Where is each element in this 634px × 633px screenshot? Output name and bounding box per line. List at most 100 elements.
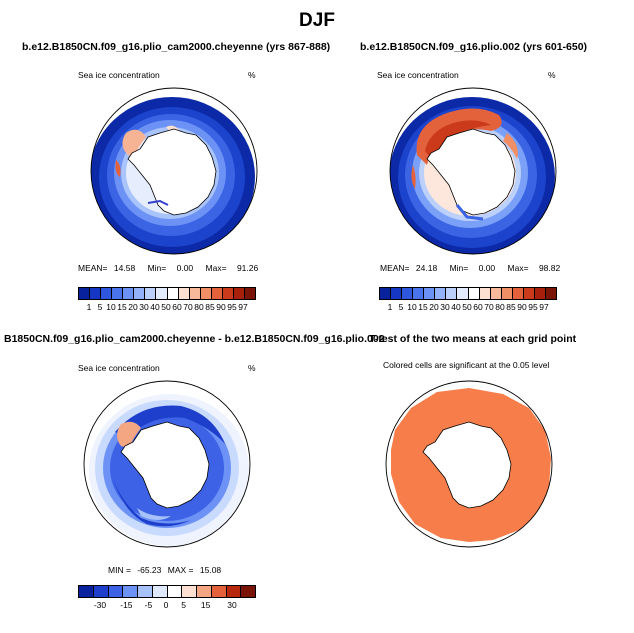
panel1-colorbar-tick-label: 97 bbox=[238, 302, 248, 312]
panel2-colorbar-swatch bbox=[479, 288, 491, 299]
panel3-variable-label: Sea ice concentration bbox=[78, 363, 160, 373]
panel3-colorbar-swatch bbox=[152, 586, 168, 597]
panel2-colorbar-swatch bbox=[446, 288, 458, 299]
panel1-colorbar-swatch bbox=[211, 288, 223, 299]
panel2-colorbar-swatch bbox=[490, 288, 502, 299]
panel1-colorbar-swatch bbox=[112, 288, 124, 299]
panel1-colorbar-swatch bbox=[167, 288, 179, 299]
panel1-mean-value: 14.58 bbox=[113, 263, 136, 273]
panel1-stats: MEAN= 14.58 Min= 0.00 Max= 91.26 bbox=[78, 263, 258, 273]
panel2-colorbar-swatch bbox=[457, 288, 469, 299]
panel1-min-label: Min= bbox=[147, 263, 167, 273]
panel2-polar-map bbox=[389, 87, 557, 255]
panel3-colorbar-tick-label: 15 bbox=[200, 600, 211, 610]
panel1-colorbar-swatch bbox=[123, 288, 135, 299]
panel2-mean-value: 24.18 bbox=[415, 263, 438, 273]
panel1-colorbar-tick-label: 1 bbox=[86, 302, 92, 312]
panel1-mean-label: MEAN= bbox=[78, 263, 108, 273]
panel2-mean-label: MEAN= bbox=[380, 263, 410, 273]
panel2-colorbar-tick-label: 85 bbox=[506, 302, 516, 312]
panel1-max-label: Max= bbox=[205, 263, 227, 273]
panel1-title: b.e12.B1850CN.f09_g16.plio_cam2000.cheye… bbox=[22, 41, 331, 53]
panel2-min-label: Min= bbox=[449, 263, 469, 273]
panel2-colorbar-tick-label: 95 bbox=[528, 302, 538, 312]
panel3-colorbar-swatch bbox=[211, 586, 227, 597]
panel1-colorbar-tick-label: 90 bbox=[216, 302, 226, 312]
panel1-units-label: % bbox=[248, 70, 256, 80]
panel3-max-label: MAX = bbox=[167, 565, 194, 575]
panel1-colorbar bbox=[78, 287, 256, 300]
panel2-colorbar-tick-label: 97 bbox=[539, 302, 549, 312]
panel1-colorbar-tick-label: 40 bbox=[150, 302, 160, 312]
panel1-colorbar-tick-label: 20 bbox=[128, 302, 138, 312]
panel1-colorbar-swatch bbox=[200, 288, 212, 299]
panel3-colorbar-swatch bbox=[108, 586, 124, 597]
panel1-colorbar-tick-label: 50 bbox=[161, 302, 171, 312]
panel2-colorbar-tick-label: 50 bbox=[462, 302, 472, 312]
panel2-colorbar-swatch bbox=[435, 288, 447, 299]
panel3-colorbar bbox=[78, 585, 256, 598]
panel3-colorbar-tick-label: 0 bbox=[163, 600, 169, 610]
panel3-colorbar-swatch bbox=[123, 586, 138, 597]
panel2-colorbar-tick-label: 70 bbox=[484, 302, 494, 312]
panel3-title: B1850CN.f09_g16.plio_cam2000.cheyenne - … bbox=[4, 333, 385, 345]
panel1-colorbar-swatch bbox=[244, 288, 255, 299]
panel1-colorbar-swatch bbox=[233, 288, 245, 299]
panel1-colorbar-tick-label: 15 bbox=[117, 302, 127, 312]
panel2-colorbar-swatch bbox=[380, 288, 392, 299]
panel2-variable-label: Sea ice concentration bbox=[377, 70, 459, 80]
panel2-max-label: Max= bbox=[507, 263, 529, 273]
panel1-colorbar-swatch bbox=[222, 288, 234, 299]
panel3-colorbar-swatch bbox=[182, 586, 197, 597]
panel3-colorbar-swatch bbox=[197, 586, 212, 597]
panel2-title: b.e12.B1850CN.f09_g16.plio.002 (yrs 601-… bbox=[360, 41, 588, 53]
figure-title: DJF bbox=[299, 10, 335, 31]
panel4-title: T-test of the two means at each grid poi… bbox=[369, 333, 577, 345]
panel2-min-value: 0.00 bbox=[478, 263, 496, 273]
panel2-colorbar-swatch bbox=[402, 288, 414, 299]
panel3-colorbar-swatch bbox=[79, 586, 94, 597]
panel2-units-label: % bbox=[548, 70, 556, 80]
panel2-colorbar-tick-label: 30 bbox=[440, 302, 450, 312]
panel3-colorbar-tick-label: 5 bbox=[181, 600, 186, 610]
panel2-colorbar-swatch bbox=[512, 288, 524, 299]
panel3-min-value: -65.23 bbox=[137, 565, 162, 575]
panel4-subtitle: Colored cells are significant at the 0.0… bbox=[383, 360, 550, 370]
panel2-colorbar-tick-label: 80 bbox=[495, 302, 505, 312]
panel1-colorbar-tick-label: 5 bbox=[97, 302, 103, 312]
panel4-polar-map bbox=[385, 380, 553, 548]
panel3-units-label: % bbox=[248, 363, 256, 373]
panel1-colorbar-swatch bbox=[189, 288, 201, 299]
panel1-colorbar-tick-label: 10 bbox=[106, 302, 116, 312]
panel1-colorbar-tick-label: 85 bbox=[205, 302, 215, 312]
panel3-colorbar-tick-label: -30 bbox=[93, 600, 107, 610]
panel2-colorbar bbox=[379, 287, 557, 300]
panel3-colorbar-swatch bbox=[226, 586, 242, 597]
panel3-colorbar-tick-label: 30 bbox=[227, 600, 237, 610]
panel2-colorbar-tick-label: 5 bbox=[398, 302, 404, 312]
panel3-max-value: 15.08 bbox=[199, 565, 222, 575]
panel1-colorbar-swatch bbox=[101, 288, 113, 299]
panel2-colorbar-swatch bbox=[424, 288, 436, 299]
panel1-colorbar-tick-label: 80 bbox=[194, 302, 204, 312]
panel1-polar-map bbox=[90, 87, 258, 255]
panel2-colorbar-swatch bbox=[391, 288, 403, 299]
panel1-colorbar-swatch bbox=[134, 288, 146, 299]
panel3-stats: MIN = -65.23 MAX = 15.08 bbox=[108, 565, 221, 575]
panel1-max-value: 91.26 bbox=[236, 263, 259, 273]
panel2-colorbar-tick-label: 15 bbox=[418, 302, 428, 312]
panel3-colorbar-tick-label: -15 bbox=[120, 600, 133, 610]
panel1-colorbar-tick-label: 95 bbox=[227, 302, 237, 312]
panel2-colorbar-tick-label: 60 bbox=[473, 302, 483, 312]
panel2-colorbar-tick-label: 40 bbox=[451, 302, 461, 312]
panel1-colorbar-tick-label: 30 bbox=[139, 302, 149, 312]
panel2-colorbar-swatch bbox=[523, 288, 535, 299]
panel3-colorbar-swatch bbox=[241, 586, 255, 597]
panel2-max-value: 98.82 bbox=[538, 263, 561, 273]
panel2-colorbar-tick-label: 90 bbox=[517, 302, 527, 312]
panel3-polar-map bbox=[83, 380, 251, 548]
panel3-colorbar-tick-label: -5 bbox=[144, 600, 153, 610]
panel3-colorbar-swatch bbox=[167, 586, 183, 597]
panel2-colorbar-swatch bbox=[413, 288, 425, 299]
panel2-colorbar-swatch bbox=[545, 288, 556, 299]
